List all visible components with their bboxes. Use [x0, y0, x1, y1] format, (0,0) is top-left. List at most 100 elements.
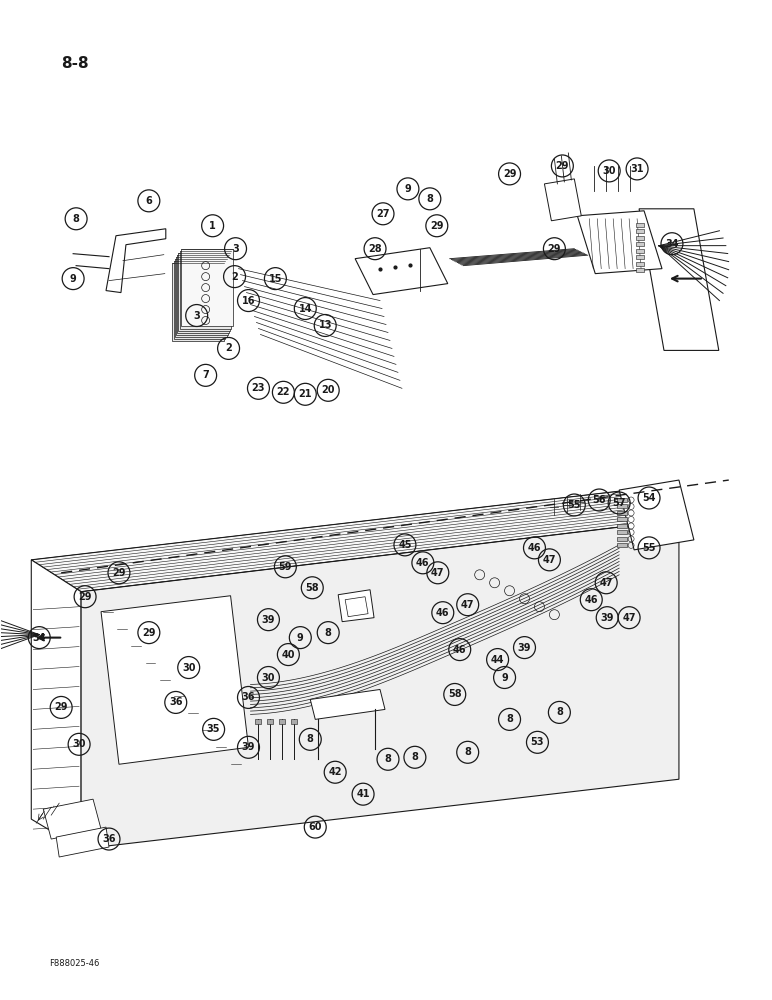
Bar [636, 255, 644, 259]
Polygon shape [577, 211, 662, 274]
Text: 54: 54 [642, 493, 655, 503]
Text: 2: 2 [225, 343, 232, 353]
Text: 31: 31 [631, 164, 644, 174]
Text: 47: 47 [543, 555, 556, 565]
Text: 39: 39 [518, 643, 531, 653]
Polygon shape [43, 799, 101, 839]
Text: 53: 53 [530, 737, 544, 747]
Text: 20: 20 [321, 385, 335, 395]
Text: 29: 29 [142, 628, 156, 638]
Polygon shape [181, 249, 232, 326]
Text: 14: 14 [299, 304, 312, 314]
Text: 39: 39 [601, 613, 614, 623]
Bar [636, 242, 644, 246]
Bar [636, 223, 644, 227]
Text: 55: 55 [567, 500, 581, 510]
Bar [617, 511, 627, 515]
Text: 29: 29 [112, 568, 126, 578]
Text: 28: 28 [368, 244, 382, 254]
Polygon shape [177, 255, 229, 333]
Text: 22: 22 [276, 387, 290, 397]
Bar [636, 236, 644, 240]
Polygon shape [355, 248, 448, 295]
Text: 8: 8 [556, 707, 563, 717]
Polygon shape [180, 251, 232, 329]
Text: 45: 45 [398, 540, 411, 550]
Text: 29: 29 [430, 221, 444, 231]
Text: 9: 9 [501, 673, 508, 683]
Text: 55: 55 [642, 543, 655, 553]
Text: 56: 56 [592, 495, 606, 505]
Polygon shape [544, 179, 581, 221]
Text: 29: 29 [54, 702, 68, 712]
Text: 27: 27 [376, 209, 390, 219]
Text: 8: 8 [464, 747, 471, 757]
Text: 46: 46 [436, 608, 449, 618]
Text: 3: 3 [193, 311, 200, 321]
Bar [617, 524, 627, 528]
Polygon shape [56, 827, 109, 857]
Bar [256, 719, 262, 724]
Text: 9: 9 [405, 184, 411, 194]
Text: 47: 47 [461, 600, 475, 610]
Polygon shape [338, 590, 374, 622]
Text: 29: 29 [503, 169, 516, 179]
Polygon shape [178, 253, 230, 331]
Polygon shape [106, 229, 166, 293]
Text: 40: 40 [282, 650, 295, 660]
Text: 60: 60 [309, 822, 322, 832]
Text: 9: 9 [69, 274, 76, 284]
Text: 35: 35 [207, 724, 220, 734]
Text: 42: 42 [328, 767, 342, 777]
Text: 34: 34 [665, 239, 679, 249]
Text: 29: 29 [78, 592, 92, 602]
Polygon shape [32, 560, 81, 849]
Text: 58: 58 [306, 583, 319, 593]
Text: 30: 30 [182, 663, 195, 673]
Text: 8: 8 [506, 714, 513, 724]
Text: 8: 8 [306, 734, 313, 744]
Polygon shape [619, 480, 694, 550]
Text: 57: 57 [612, 498, 626, 508]
Bar [617, 498, 627, 502]
Text: 7: 7 [202, 370, 209, 380]
Bar [291, 719, 297, 724]
Bar [267, 719, 273, 724]
Text: 46: 46 [584, 595, 598, 605]
Text: 44: 44 [491, 655, 504, 665]
Text: 29: 29 [556, 161, 569, 171]
Text: 16: 16 [242, 296, 256, 306]
Text: 8: 8 [325, 628, 332, 638]
Text: 23: 23 [252, 383, 266, 393]
Bar [617, 517, 627, 521]
Bar [636, 229, 644, 233]
Bar [636, 262, 644, 266]
Text: 46: 46 [416, 558, 429, 568]
Bar [617, 537, 627, 541]
Bar [617, 504, 627, 508]
Polygon shape [32, 490, 679, 592]
Text: 47: 47 [431, 568, 445, 578]
Text: 6: 6 [145, 196, 152, 206]
Text: 13: 13 [319, 320, 332, 330]
Text: 21: 21 [299, 389, 312, 399]
Text: 39: 39 [242, 742, 256, 752]
Text: 36: 36 [169, 697, 182, 707]
Text: 36: 36 [102, 834, 116, 844]
Bar [617, 530, 627, 534]
Text: 30: 30 [602, 166, 616, 176]
Text: 8-8: 8-8 [61, 56, 89, 71]
Text: 9: 9 [297, 633, 303, 643]
Text: 29: 29 [547, 244, 561, 254]
Text: 46: 46 [453, 645, 466, 655]
Text: 46: 46 [528, 543, 541, 553]
Text: 36: 36 [242, 692, 256, 702]
Text: 39: 39 [262, 615, 275, 625]
Polygon shape [174, 259, 226, 337]
Bar [636, 268, 644, 272]
Text: 3: 3 [232, 244, 239, 254]
Bar [617, 543, 627, 547]
Text: 15: 15 [269, 274, 282, 284]
Text: 59: 59 [279, 562, 292, 572]
Text: 30: 30 [73, 739, 86, 749]
